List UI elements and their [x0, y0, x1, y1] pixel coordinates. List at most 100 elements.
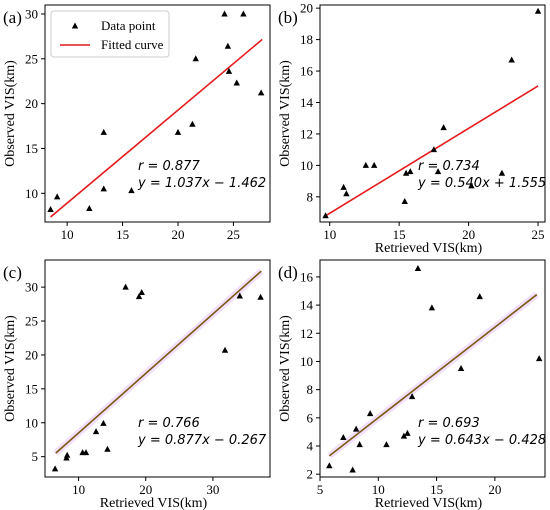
correlation-annotation: r = 0.693: [418, 416, 480, 431]
data-point-marker: [53, 193, 61, 200]
y-tick-label: 5: [32, 449, 39, 464]
data-point-marker: [221, 346, 229, 353]
x-tick-label: 10: [72, 482, 85, 497]
x-tick-label: 5: [317, 482, 324, 497]
data-point-marker: [100, 419, 107, 426]
y-tick-label: 4: [307, 439, 314, 454]
data-point-marker: [86, 205, 93, 212]
data-point-marker: [404, 429, 411, 436]
panel-label: (b): [278, 8, 298, 27]
data-point-marker: [174, 128, 182, 135]
legend-entry-fitted-curve: Fitted curve: [101, 37, 164, 52]
data-point-marker: [457, 365, 465, 371]
y-tick-label: 14: [300, 95, 314, 110]
x-axis-label: Retrieved VIS(km): [375, 241, 483, 256]
equation-annotation: y = 0.877x − 0.267: [137, 433, 267, 448]
y-tick-label: 30: [25, 6, 38, 21]
plot-frame: [319, 259, 546, 478]
y-axis-label: Observed VIS(km): [3, 60, 18, 167]
fit-line: [55, 270, 262, 454]
y-axis-label: Observed VIS(km): [278, 60, 293, 167]
x-tick-label: 10: [61, 227, 74, 242]
y-tick-label: 10: [25, 415, 38, 430]
equation-annotation: y = 1.037x − 1.462: [137, 176, 266, 191]
data-point-marker: [534, 7, 542, 14]
data-point-marker: [340, 183, 347, 190]
data-point-marker: [122, 283, 129, 290]
data-point-marker: [401, 198, 408, 205]
data-point-marker: [535, 355, 543, 362]
data-point-marker: [434, 168, 442, 175]
data-point-marker: [370, 161, 378, 168]
data-point-marker: [407, 168, 414, 175]
data-point-marker: [47, 205, 54, 212]
data-point-marker: [135, 293, 143, 300]
data-point-marker: [362, 161, 370, 168]
y-tick-label: 14: [300, 298, 314, 313]
data-point-marker: [100, 185, 107, 192]
y-tick-label: 30: [25, 280, 38, 295]
data-point-marker: [356, 441, 363, 448]
data-point-marker: [352, 425, 360, 432]
x-tick-label: 25: [532, 227, 545, 242]
x-tick-label: 30: [206, 482, 219, 497]
x-tick-label: 20: [139, 482, 152, 497]
x-axis-label: Retrieved VIS(km): [100, 496, 208, 510]
y-tick-label: 8: [307, 382, 314, 397]
data-point-marker: [240, 10, 247, 17]
data-point-marker: [340, 434, 347, 441]
x-tick-label: 20: [462, 227, 475, 242]
data-point-marker: [192, 55, 199, 62]
correlation-annotation: r = 0.766: [138, 416, 200, 431]
y-tick-label: 8: [307, 189, 314, 204]
equation-annotation: y = 0.643x − 0.428: [417, 433, 546, 448]
data-point-marker: [233, 79, 240, 86]
data-point-marker: [82, 449, 90, 456]
legend: Data point Fitted curve: [50, 10, 170, 58]
data-point-marker: [138, 289, 145, 296]
data-point-marker: [326, 462, 333, 469]
panel-label: (c): [3, 263, 22, 282]
x-tick-label: 15: [116, 227, 129, 242]
data-point-marker: [468, 182, 475, 189]
y-tick-label: 25: [25, 314, 38, 329]
data-point-marker: [92, 428, 100, 435]
data-point-marker: [349, 466, 356, 473]
data-point-marker: [400, 432, 408, 439]
x-tick-label: 15: [393, 227, 406, 242]
data-point-marker: [257, 293, 264, 300]
data-point-marker: [366, 410, 374, 417]
x-tick-label: 20: [488, 482, 501, 497]
x-axis-label: Retrieved VIS(km): [375, 496, 483, 510]
data-point-marker: [225, 67, 233, 74]
data-point-marker: [63, 451, 71, 458]
chart-panel-4: 5 10 15 20 2 4 6 8 10 12 14 16 Retrieved VIS(km) Obse…: [278, 259, 546, 510]
data-point-marker: [100, 128, 107, 135]
data-point-marker: [428, 304, 436, 311]
legend-marker-icon: [71, 22, 79, 29]
data-point-marker: [257, 89, 265, 96]
data-point-marker: [189, 120, 196, 127]
data-point-marker: [402, 169, 410, 176]
correlation-annotation: r = 0.877: [138, 159, 200, 174]
y-tick-label: 10: [25, 186, 38, 201]
y-axis-label: Observed VIS(km): [3, 315, 18, 422]
y-tick-label: 25: [25, 51, 38, 66]
equation-annotation: y = 0.540x + 1.555: [417, 176, 546, 191]
panel-label: (d): [278, 263, 298, 282]
y-tick-label: 6: [307, 410, 314, 425]
data-point-marker: [236, 292, 243, 299]
data-point-marker: [343, 190, 350, 197]
data-point-marker: [104, 445, 111, 452]
plot-frame: [319, 4, 546, 223]
data-point-marker: [322, 212, 329, 219]
data-point-marker: [440, 124, 447, 131]
y-tick-label: 20: [300, 1, 313, 16]
y-tick-label: 10: [300, 354, 313, 369]
fit-line: [50, 38, 263, 218]
y-axis-label: Observed VIS(km): [278, 315, 293, 422]
y-tick-label: 16: [300, 269, 314, 284]
data-point-marker: [383, 441, 390, 448]
